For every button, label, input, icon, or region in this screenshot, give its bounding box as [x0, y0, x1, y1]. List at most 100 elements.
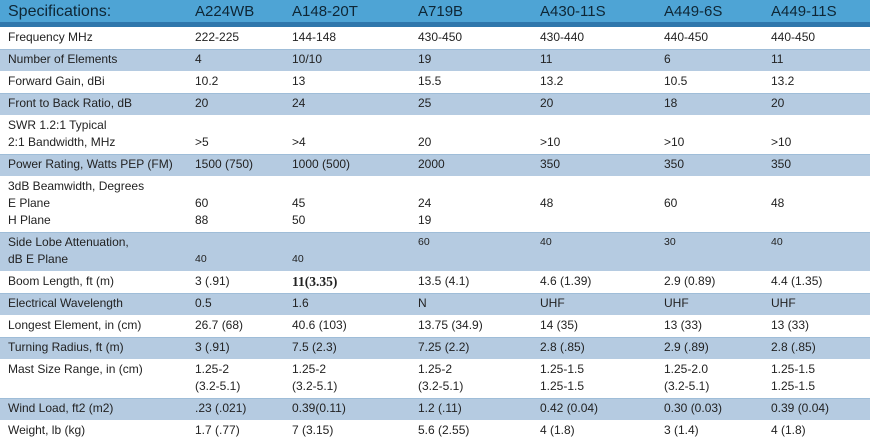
spec-value: 6 — [664, 52, 671, 66]
spec-value: >10 — [771, 135, 792, 149]
spec-label: Side Lobe Attenuation, dB E Plane — [8, 235, 129, 266]
spec-value: 2000 — [418, 157, 445, 171]
spec-value: 24 — [292, 96, 306, 110]
spec-value: 440-450 — [664, 30, 709, 44]
spec-value: 40 — [292, 253, 304, 265]
table-header: Specifications: A224WB A148-20T A719B A430-1… — [0, 0, 870, 22]
spec-value: 1.25-1.5 1.25-1.5 — [771, 362, 816, 393]
spec-value: 3 (1.4) — [664, 423, 699, 437]
spec-value: 30 — [664, 236, 676, 248]
spec-value: 18 — [664, 96, 678, 110]
spec-value: 1500 (750) — [195, 157, 254, 171]
spec-value: 2.8 (.85) — [771, 340, 816, 354]
spec-label: 3dB Beamwidth, Degrees E Plane H Plane — [8, 179, 145, 227]
spec-value: 1.2 (.11) — [418, 401, 462, 415]
spec-value: 10.5 — [664, 74, 688, 88]
spec-label: Wind Load, ft2 (m2) — [8, 401, 114, 415]
spec-value: 15.5 — [418, 74, 442, 88]
spec-value: 4 (1.8) — [540, 423, 575, 437]
spec-value: 60 88 — [195, 196, 209, 227]
spec-value: UHF — [540, 296, 565, 310]
spec-value: 26.7 (68) — [195, 318, 244, 332]
spec-value: 10/10 — [292, 52, 323, 66]
spec-value: UHF — [664, 296, 689, 310]
column-header: A449-6S — [664, 3, 723, 20]
spec-value: 3 (.91) — [195, 340, 230, 354]
spec-value: 1.25-1.5 1.25-1.5 — [540, 362, 585, 393]
spec-value: 13 — [292, 74, 306, 88]
spec-value: >10 — [540, 135, 561, 149]
spec-value: 2.9 (0.89) — [664, 274, 716, 288]
table-body: Frequency MHz 222-225 144-148 430-450 430-44… — [0, 27, 870, 442]
spec-value: 1.7 (.77) — [195, 423, 240, 437]
spec-value: 20 — [540, 96, 554, 110]
spec-value: 4 — [195, 52, 202, 66]
spec-value: 0.42 (0.04) — [540, 401, 599, 415]
table-row: Electrical Wavelength 0.5 1.6 N UHF UHF UHF — [0, 293, 870, 315]
table-row: Boom Length, ft (m) 3 (.91) 11(3.35) 13.5 (… — [0, 271, 870, 293]
spec-value: 25 — [418, 96, 432, 110]
spec-label: Weight, lb (kg) — [8, 423, 86, 437]
spec-value: 440-450 — [771, 30, 816, 44]
column-header: A430-11S — [540, 3, 606, 20]
spec-value: 60 — [418, 236, 430, 248]
spec-value: .23 (.021) — [195, 401, 247, 415]
spec-value: 7.5 (2.3) — [292, 340, 337, 354]
spec-value: 20 — [418, 135, 432, 149]
spec-value: 11 — [540, 52, 553, 66]
spec-value: 5.6 (2.55) — [418, 423, 470, 437]
table-row: Forward Gain, dBi 10.2 13 15.5 13.2 10.5 13.2 — [0, 71, 870, 93]
spec-value: 45 50 — [292, 196, 306, 227]
spec-value: 350 — [540, 157, 561, 171]
spec-value: 7.25 (2.2) — [418, 340, 470, 354]
spec-value: UHF — [771, 296, 796, 310]
spec-value: 13.2 — [771, 74, 795, 88]
spec-value: 19 — [418, 52, 432, 66]
spec-value: 11 — [771, 52, 784, 66]
spec-value: 0.39(0.11) — [292, 401, 346, 415]
table-row: Front to Back Ratio, dB 20 24 25 20 18 20 — [0, 93, 870, 115]
spec-value: 0.39 (0.04) — [771, 401, 830, 415]
column-header: A224WB — [195, 3, 255, 20]
table-row: Power Rating, Watts PEP (FM) 1500 (750) 10… — [0, 154, 870, 176]
spec-value: 3 (.91) — [195, 274, 230, 288]
spec-label: Forward Gain, dBi — [8, 74, 105, 88]
table-row: Frequency MHz 222-225 144-148 430-450 430-44… — [0, 27, 870, 49]
header-rule — [0, 22, 870, 27]
table-row: Number of Elements 4 10/10 19 11 6 11 — [0, 49, 870, 71]
spec-value: >10 — [664, 135, 685, 149]
spec-value: >5 — [195, 135, 209, 149]
table-row: SWR 1.2:1 Typical 2:1 Bandwidth, MHz >5 >4 2… — [0, 115, 870, 154]
spec-value: 24 19 — [418, 196, 432, 227]
table-title: Specifications: — [8, 2, 112, 20]
spec-label: Longest Element, in (cm) — [8, 318, 142, 332]
spec-label: Power Rating, Watts PEP (FM) — [8, 157, 173, 171]
table-row: Longest Element, in (cm) 26.7 (68) 40.6 (1… — [0, 315, 870, 337]
spec-value: 4.6 (1.39) — [540, 274, 592, 288]
spec-value: 1.25-2 (3.2-5.1) — [195, 362, 241, 393]
table-row: Side Lobe Attenuation, dB E Plane 40 40 60 40… — [0, 232, 870, 271]
spec-value: 0.30 (0.03) — [664, 401, 723, 415]
spec-value: 222-225 — [195, 30, 240, 44]
spec-value: 350 — [664, 157, 685, 171]
spec-label: Mast Size Range, in (cm) — [8, 362, 143, 376]
spec-label: Turning Radius, ft (m) — [8, 340, 124, 354]
spec-value: 13 (33) — [771, 318, 810, 332]
table-row: Turning Radius, ft (m) 3 (.91) 7.5 (2.3) 7.… — [0, 337, 870, 359]
spec-value: 350 — [771, 157, 792, 171]
spec-value: 13.2 — [540, 74, 564, 88]
spec-value: 430-450 — [418, 30, 463, 44]
spec-value: 1.25-2.0 (3.2-5.1) — [664, 362, 710, 393]
spec-value: 48 — [771, 196, 785, 210]
spec-value: 1.25-2 (3.2-5.1) — [292, 362, 338, 393]
spec-value: N — [418, 296, 427, 310]
spec-value: 7 (3.15) — [292, 423, 334, 437]
table-row: Mast Size Range, in (cm) 1.25-2 (3.2-5.1) 1… — [0, 359, 870, 398]
spec-value: 40 — [195, 253, 207, 265]
column-header: A148-20T — [292, 3, 358, 20]
spec-value: 4.4 (1.35) — [771, 274, 823, 288]
spec-value: 13.75 (34.9) — [418, 318, 483, 332]
spec-label: Boom Length, ft (m) — [8, 274, 115, 288]
spec-value: 20 — [195, 96, 209, 110]
